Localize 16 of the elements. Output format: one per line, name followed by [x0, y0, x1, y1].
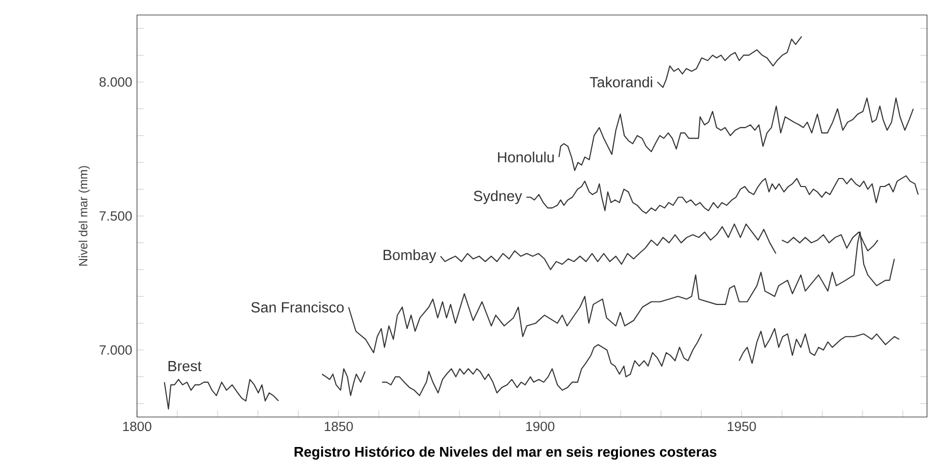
- line-series: [526, 175, 919, 214]
- series-label: Bombay: [384, 249, 436, 263]
- series-label: San Francisco: [251, 302, 344, 312]
- x-tick-label: 1800: [123, 422, 152, 432]
- text: Registro Histórico de Niveles del mar en seis regiones costeras: [294, 446, 716, 460]
- series-label: Sydney: [474, 190, 522, 204]
- x-tick-label: 1950: [728, 422, 756, 432]
- x-tick-label: 1850: [324, 422, 353, 432]
- series-label: Honolulu: [498, 152, 554, 162]
- y-tick-label: 7.500: [100, 211, 132, 221]
- series-label: Brest: [168, 360, 202, 372]
- series-label: Takorandi: [590, 76, 652, 88]
- y-tick-label: 7.000: [100, 345, 132, 355]
- y-tick-label: 8.000: [100, 77, 132, 87]
- x-tick-label: 1900: [526, 422, 554, 432]
- y-axis-title: Nivel del mar (mm): [78, 166, 90, 266]
